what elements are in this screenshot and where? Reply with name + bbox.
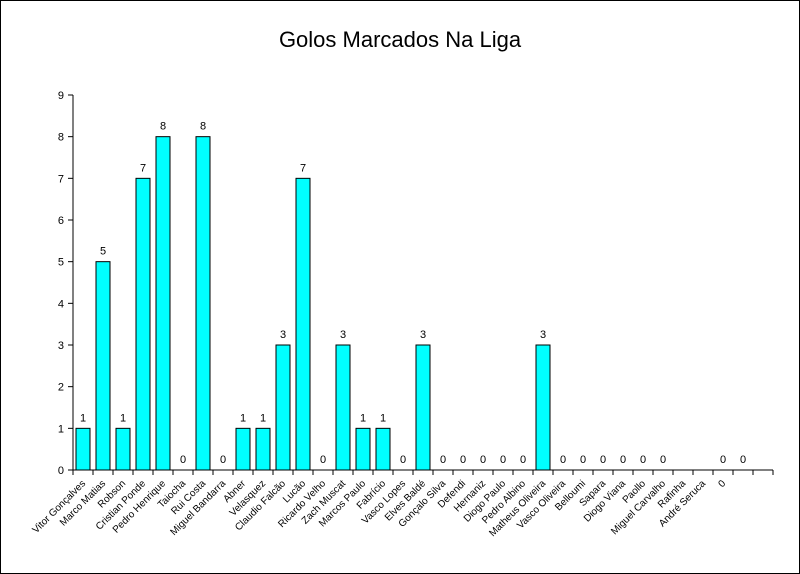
bar (355, 427, 371, 471)
bar (115, 427, 131, 471)
bar (375, 427, 391, 471)
bar (295, 177, 311, 471)
data-label: 1 (380, 412, 386, 424)
data-label: 0 (600, 454, 606, 466)
y-tick-label: 7 (58, 173, 64, 185)
data-label: 1 (360, 412, 366, 424)
data-label: 0 (460, 454, 466, 466)
y-tick-label: 3 (58, 340, 64, 352)
data-label: 0 (640, 454, 646, 466)
data-label: 8 (200, 121, 206, 133)
data-label: 0 (560, 454, 566, 466)
data-label: 0 (320, 454, 326, 466)
y-tick-label: 4 (58, 298, 64, 310)
data-label: 8 (160, 121, 166, 133)
data-label: 3 (420, 329, 426, 341)
bar (195, 136, 211, 471)
data-label: 0 (520, 454, 526, 466)
data-label: 3 (540, 329, 546, 341)
data-label: 0 (660, 454, 666, 466)
bar (235, 427, 251, 471)
y-tick-label: 6 (58, 215, 64, 227)
data-label: 1 (80, 412, 86, 424)
data-label: 0 (180, 454, 186, 466)
bar (135, 177, 151, 471)
data-label: 1 (260, 412, 266, 424)
y-axis: 0 1 2 3 4 5 6 7 8 9 (58, 90, 74, 477)
data-label: 7 (140, 162, 146, 174)
data-label: 0 (740, 454, 746, 466)
data-label: 1 (120, 412, 126, 424)
bars (75, 136, 551, 471)
chart-title: Golos Marcados Na Liga (279, 27, 522, 52)
y-tick-label: 0 (58, 465, 64, 477)
data-label: 5 (100, 246, 106, 258)
data-label: 1 (240, 412, 246, 424)
data-label: 0 (220, 454, 226, 466)
data-label: 0 (580, 454, 586, 466)
data-label: 0 (440, 454, 446, 466)
data-label: 3 (340, 329, 346, 341)
y-tick-label: 5 (58, 257, 64, 269)
bar (335, 344, 351, 471)
data-label: 0 (480, 454, 486, 466)
bar (255, 427, 271, 471)
y-tick-label: 2 (58, 382, 64, 394)
bar (95, 261, 111, 471)
y-tick-label: 8 (58, 132, 64, 144)
bar (75, 427, 91, 471)
bar (415, 344, 431, 471)
data-label: 7 (300, 162, 306, 174)
y-tick-label: 1 (58, 423, 64, 435)
x-tick-label: 0 (716, 478, 728, 490)
data-label: 0 (720, 454, 726, 466)
data-label: 0 (400, 454, 406, 466)
bar (155, 136, 171, 471)
data-labels: 1 5 1 7 8 0 8 0 1 1 3 7 0 3 1 1 0 3 0 0 0 0 0 3 0 0 0 0 0 0 0 0 (80, 121, 746, 466)
bar (535, 344, 551, 471)
bar (275, 344, 291, 471)
data-label: 0 (620, 454, 626, 466)
data-label: 3 (280, 329, 286, 341)
y-tick-label: 9 (58, 90, 64, 102)
data-label: 0 (500, 454, 506, 466)
